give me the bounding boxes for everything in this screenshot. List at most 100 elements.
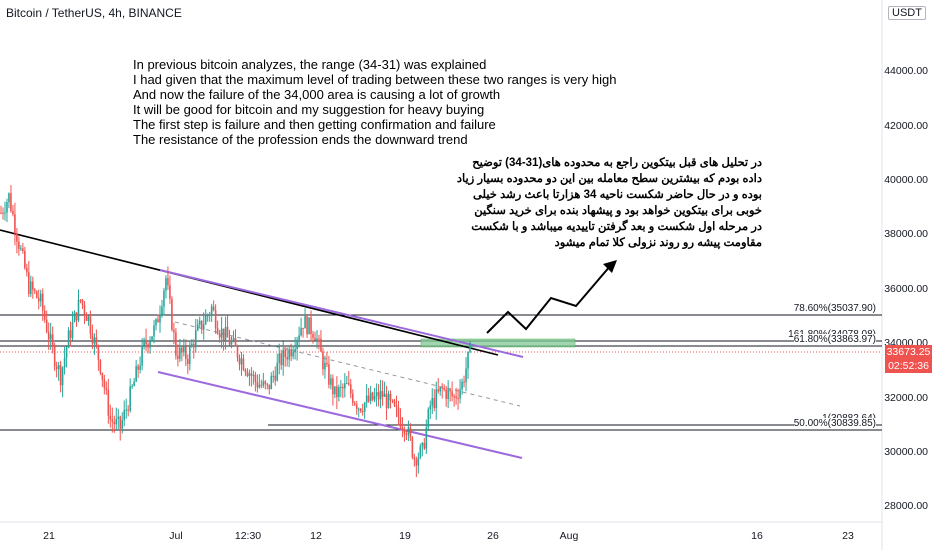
candle-body [443,387,445,390]
candle-body [14,214,16,234]
candle-body [99,359,102,373]
candle-body [194,330,197,348]
candle-body [308,317,310,335]
candle-body [202,324,205,330]
candle-body [37,297,40,302]
candle-body [457,398,459,400]
candle-body [266,383,269,385]
candle-body [387,393,390,409]
candle-body [246,372,249,376]
candle-body [371,392,374,400]
candle-body [43,310,46,320]
candle-body [224,326,227,341]
candle-body [264,381,267,384]
candle-body [22,248,24,251]
candle-body [351,393,354,403]
candle-body [288,349,290,360]
candle-body [129,386,131,411]
candle-body [24,250,26,268]
candle-body [81,299,84,305]
candle-body [105,387,108,390]
candle-body [435,389,438,408]
candle-body [101,372,104,380]
candle-body [192,343,195,348]
candle-body [302,327,304,329]
candle-body [218,333,221,338]
fib-level-label: 78.60%(35037.90) [793,303,876,314]
candle-body [18,241,20,249]
candle-body [4,212,6,214]
english-note-line: It will be good for bitcoin and my sugge… [133,102,485,117]
english-note-line: The resistance of the profession ends th… [133,132,468,147]
price-tick-label: 38000.00 [884,228,928,241]
candle-body [151,336,153,342]
candle-body [385,393,388,409]
currency-badge[interactable]: USDT [888,6,926,20]
candle-body [248,373,251,376]
candle-body [89,316,92,334]
candle-body [45,319,48,332]
candle-body [220,328,223,338]
candle-body [115,418,118,425]
candle-body [67,330,70,348]
candle-body [35,291,38,298]
candle-body [417,457,420,466]
candle-body [399,417,402,428]
candle-body [411,437,414,458]
time-tick-label: 12:30 [234,530,262,542]
candle-body [274,375,277,381]
candle-body [163,290,165,307]
price-tick-label: 30000.00 [884,446,928,458]
candle-body [383,393,386,397]
candle-body [300,327,302,336]
persian-note-line: در تحلیل های قبل بیتکوین راجع به محدوده … [472,157,762,169]
downtrend-line [0,229,499,356]
price-tick-label: 36000.00 [884,282,928,295]
candle-body [226,326,229,338]
english-note-line: In previous bitcoin analyzes, the range … [133,57,487,72]
channel-lower-line [157,371,523,459]
candle-body [427,409,430,428]
persian-note-line: در مرحله اول شکست و بعد گرفتن تاییدیه می… [471,221,762,233]
candle-body [161,306,163,315]
candle-body [344,383,346,389]
candle-body [332,378,334,395]
candle-body [109,415,112,420]
candle-body [117,416,120,419]
candle-body [137,366,139,370]
candle-body [407,427,410,435]
candle-body [208,314,211,316]
candle-body [413,457,416,460]
candle-body [85,314,88,321]
candle-body [93,337,96,344]
fib-level-label: 50.00%(30839.85) [793,418,876,429]
candle-body [306,316,308,335]
price-tick-label: 40000.00 [884,174,928,186]
time-tick-label: 21 [43,530,55,542]
candle-body [113,421,116,425]
candle-body [222,328,225,341]
candle-body [409,427,412,438]
candle-body [204,315,207,325]
candle-body [53,346,56,367]
candle-body [97,345,100,360]
candle-body [330,378,332,385]
persian-note-line: داده بودم که بیشترین سطح معامله بین این … [456,173,762,185]
symbol-header[interactable]: Bitcoin / TetherUS, 4h, BINANCE [6,6,182,20]
candle-body [33,289,36,292]
candle-body [185,346,187,360]
fib-level-label: 61.80%(33863.97) [793,334,876,345]
candle-body [6,202,8,213]
candle-body [196,324,199,331]
projection-arrowhead [603,260,617,273]
candle-body [171,298,173,330]
candle-body [79,299,82,301]
candle-body [276,362,279,381]
candle-body [30,281,32,295]
candle-body [165,278,167,291]
candle-body [280,353,283,366]
candle-body [314,337,316,341]
candle-body [153,325,155,337]
candle-body [51,334,54,347]
